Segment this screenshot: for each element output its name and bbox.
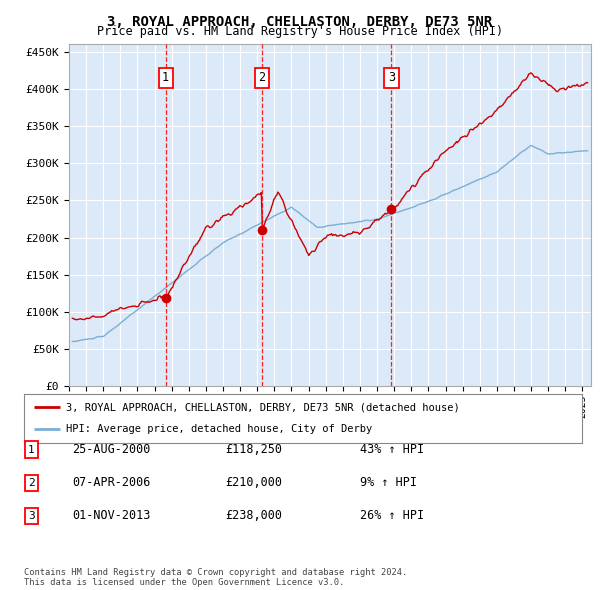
- Text: Price paid vs. HM Land Registry's House Price Index (HPI): Price paid vs. HM Land Registry's House …: [97, 25, 503, 38]
- Text: 2: 2: [28, 478, 35, 487]
- Text: 07-APR-2006: 07-APR-2006: [72, 476, 151, 489]
- Text: 3: 3: [28, 511, 35, 520]
- Text: Contains HM Land Registry data © Crown copyright and database right 2024.
This d: Contains HM Land Registry data © Crown c…: [24, 568, 407, 587]
- Text: 43% ↑ HPI: 43% ↑ HPI: [360, 443, 424, 456]
- Text: HPI: Average price, detached house, City of Derby: HPI: Average price, detached house, City…: [66, 424, 372, 434]
- Text: 1: 1: [28, 445, 35, 454]
- Text: 3, ROYAL APPROACH, CHELLASTON, DERBY, DE73 5NR (detached house): 3, ROYAL APPROACH, CHELLASTON, DERBY, DE…: [66, 402, 460, 412]
- Text: 26% ↑ HPI: 26% ↑ HPI: [360, 509, 424, 522]
- Text: 3, ROYAL APPROACH, CHELLASTON, DERBY, DE73 5NR: 3, ROYAL APPROACH, CHELLASTON, DERBY, DE…: [107, 15, 493, 29]
- Text: £210,000: £210,000: [225, 476, 282, 489]
- Text: 01-NOV-2013: 01-NOV-2013: [72, 509, 151, 522]
- Text: 1: 1: [162, 71, 169, 84]
- Text: 3: 3: [388, 71, 395, 84]
- Text: 9% ↑ HPI: 9% ↑ HPI: [360, 476, 417, 489]
- Text: 25-AUG-2000: 25-AUG-2000: [72, 443, 151, 456]
- Text: £238,000: £238,000: [225, 509, 282, 522]
- Text: 2: 2: [259, 71, 265, 84]
- Text: £118,250: £118,250: [225, 443, 282, 456]
